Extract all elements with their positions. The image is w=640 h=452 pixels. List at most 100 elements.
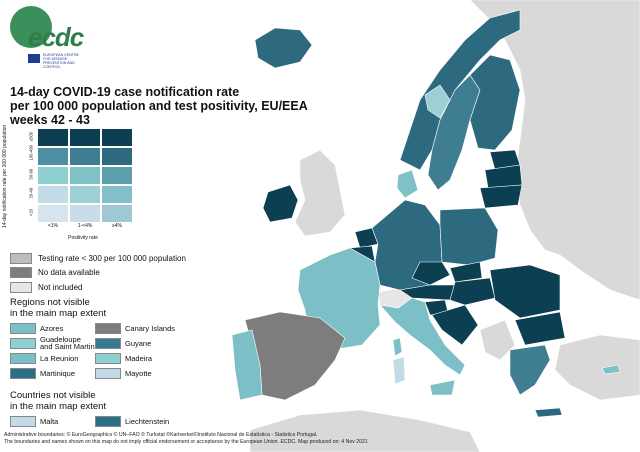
latvia	[484, 164, 523, 189]
non-eu-russia	[469, 0, 640, 301]
non-eu-africa	[249, 409, 481, 452]
matrix-row-label: 100-499	[28, 145, 34, 161]
sicily	[429, 379, 456, 396]
country-label: Malta	[40, 416, 59, 426]
no-data-label: No data available	[38, 267, 100, 277]
logo-subtitle: EUROPEAN CENTRE FOR DISEASE PREVENTION A…	[43, 53, 79, 69]
finland	[469, 54, 521, 151]
ecdc-logo: ecdc EUROPEAN CENTRE FOR DISEASE PREVENT…	[10, 6, 84, 70]
region-label: Madeira	[125, 353, 153, 363]
title-line-2: per 100 000 population and test positivi…	[10, 99, 308, 113]
testing-rate-swatch	[10, 252, 32, 264]
poland	[439, 207, 499, 266]
region-swatch	[10, 367, 36, 379]
cyprus	[601, 364, 621, 375]
region-item: La Reunion	[10, 352, 78, 364]
croatia	[431, 304, 479, 346]
region-label: La Reunion	[40, 353, 79, 363]
corsica	[392, 337, 403, 357]
region-item: Guadeloupe and Saint Martin	[10, 335, 95, 351]
globe-icon	[10, 6, 52, 48]
matrix-cell	[37, 166, 69, 185]
region-item: Mayotte	[95, 367, 152, 379]
country-swatch	[95, 415, 121, 427]
matrix-row-label: <20	[28, 208, 34, 217]
country-swatch	[10, 415, 36, 427]
region-swatch	[95, 337, 121, 349]
matrix-row-label: 20-49	[28, 187, 34, 199]
region-label: Martinique	[40, 368, 76, 378]
legend-testing-rate: Testing rate < 300 per 100 000 populatio…	[10, 252, 186, 264]
matrix-row-label: 50-99	[28, 168, 34, 180]
legend-no-data: No data available	[10, 266, 100, 278]
matrix-x-axis-label: Positivity rate	[68, 235, 98, 241]
country-item: Liechtenstein	[95, 415, 169, 427]
matrix-cell	[101, 128, 133, 147]
matrix-col-label: <1%	[47, 223, 59, 229]
matrix-row-label: ≥500	[28, 131, 34, 142]
matrix-cell	[37, 185, 69, 204]
portugal	[231, 329, 263, 401]
footer: Administrative boundaries: © EuroGeograp…	[4, 432, 368, 446]
lithuania	[479, 184, 523, 209]
region-label: Mayotte	[125, 368, 152, 378]
region-item: Martinique	[10, 367, 75, 379]
slovakia	[449, 261, 483, 283]
matrix-cell	[69, 204, 101, 223]
region-item: Azores	[10, 322, 63, 334]
country-item: Malta	[10, 415, 58, 427]
country-label: Liechtenstein	[125, 416, 170, 426]
matrix-cell	[69, 147, 101, 166]
footer-line-2: The boundaries and names shown on this m…	[4, 439, 368, 445]
region-swatch	[10, 322, 36, 334]
region-swatch	[95, 367, 121, 379]
region-swatch	[10, 337, 36, 349]
not-included-label: Not included	[38, 282, 83, 292]
italy	[379, 297, 466, 376]
matrix-col-label: 1-<4%	[77, 223, 93, 229]
title-line-3: weeks 42 - 43	[10, 113, 90, 127]
region-item: Canary Islands	[95, 322, 175, 334]
regions-heading: Regions not visible in the main map exte…	[10, 297, 107, 319]
matrix-cell	[101, 147, 133, 166]
region-label: Guadeloupe and Saint Martin	[40, 335, 95, 351]
region-swatch	[95, 322, 121, 334]
sweden-light	[424, 84, 451, 119]
iceland	[254, 27, 313, 69]
not-included-swatch	[10, 281, 32, 293]
region-swatch	[10, 352, 36, 364]
matrix-cell	[37, 147, 69, 166]
matrix-cell	[37, 204, 69, 223]
matrix-y-axis-label: 14-day notification rate per 100 000 pop…	[2, 124, 8, 228]
ireland	[262, 184, 299, 223]
footer-line-1: Administrative boundaries: © EuroGeograp…	[4, 432, 318, 438]
logo-text: ecdc	[28, 22, 84, 52]
matrix-cell	[69, 185, 101, 204]
eu-flag-icon	[28, 54, 40, 63]
matrix-cell	[101, 166, 133, 185]
denmark	[396, 169, 419, 199]
legend-not-included: Not included	[10, 281, 82, 293]
hungary	[449, 277, 496, 306]
matrix-cell	[101, 204, 133, 223]
map-title: 14-day COVID-19 case notification rate p…	[10, 85, 308, 127]
matrix-cell	[37, 128, 69, 147]
region-label: Guyane	[125, 338, 152, 348]
greece	[509, 344, 551, 396]
matrix-cell	[69, 128, 101, 147]
no-data-swatch	[10, 266, 32, 278]
countries-heading: Countries not visible in the main map ex…	[10, 390, 107, 412]
matrix-cell	[69, 166, 101, 185]
bulgaria	[514, 311, 566, 346]
region-label: Canary Islands	[125, 323, 176, 333]
region-label: Azores	[40, 323, 64, 333]
sardinia	[392, 356, 406, 385]
non-eu-uk	[294, 149, 346, 237]
matrix-col-label: ≥4%	[112, 223, 122, 229]
region-item: Madeira	[95, 352, 152, 364]
romania	[489, 264, 561, 319]
testing-rate-label: Testing rate < 300 per 100 000 populatio…	[38, 253, 186, 263]
non-eu-turkey	[554, 334, 640, 401]
matrix-cell	[101, 185, 133, 204]
crete	[534, 407, 563, 418]
